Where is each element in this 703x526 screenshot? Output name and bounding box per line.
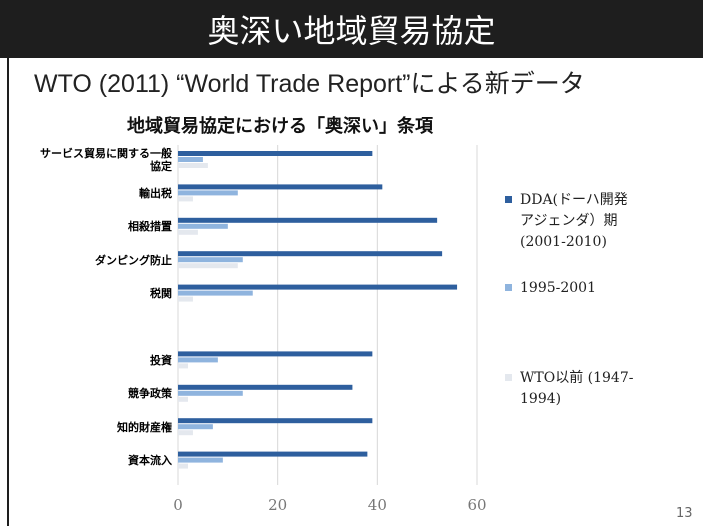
bar [178,290,253,296]
bar [178,229,198,235]
slide-subtitle: WTO (2011) “World Trade Report”による新データ [34,70,585,98]
bar [178,424,213,430]
y-tick-label: 税関 [150,287,172,301]
bar [178,463,188,469]
legend-label: 1995-2001 [520,280,596,296]
bar [178,451,368,457]
y-tick-label: 投資 [150,353,172,367]
y-tick-label: 競争政策 [128,387,172,401]
y-tick-label: 相殺措置 [128,220,172,234]
legend-label: DDA(ドーハ開発アジェンダ）期 (2001-2010) [520,192,628,250]
bar [178,184,383,190]
bar [178,157,203,162]
bar [178,196,193,202]
bar [178,357,218,363]
bar [178,151,373,156]
x-tick-label: 20 [268,496,287,514]
y-tick-label: ダンピング防止 [95,253,172,267]
legend-swatch [505,196,512,203]
legend-label: WTO以前 (1947-1994) [520,370,634,407]
slide-title: 奥深い地域貿易協定 [207,12,496,50]
bar [178,263,238,269]
title-banner [0,0,703,58]
bar [178,217,438,223]
bar [178,351,373,357]
bar [178,163,208,168]
y-tick-label: 知的財産権 [117,420,172,434]
bar [178,190,238,196]
left-border [7,58,9,526]
bar [178,284,458,290]
y-tick-label: 資本流入 [128,454,172,468]
x-tick-label: 40 [368,496,387,514]
bar [178,430,193,436]
bar [178,457,223,463]
x-tick-label: 0 [173,496,183,514]
bar [178,296,193,302]
y-tick-label: サービス貿易に関する一般協定 [40,147,172,173]
chart-title: 地域貿易協定における「奥深い」条項 [127,116,433,137]
legend-swatch [505,284,512,291]
bar [178,418,373,424]
bar [178,396,188,402]
bar [178,257,243,263]
y-tick-label: 輸出税 [139,186,172,200]
bar [178,363,188,369]
bar [178,384,353,390]
bar [178,390,243,396]
x-tick-label: 60 [467,496,486,514]
bar [178,251,443,257]
bar [178,223,228,229]
page-number: 13 [676,506,693,521]
legend-swatch [505,374,512,381]
